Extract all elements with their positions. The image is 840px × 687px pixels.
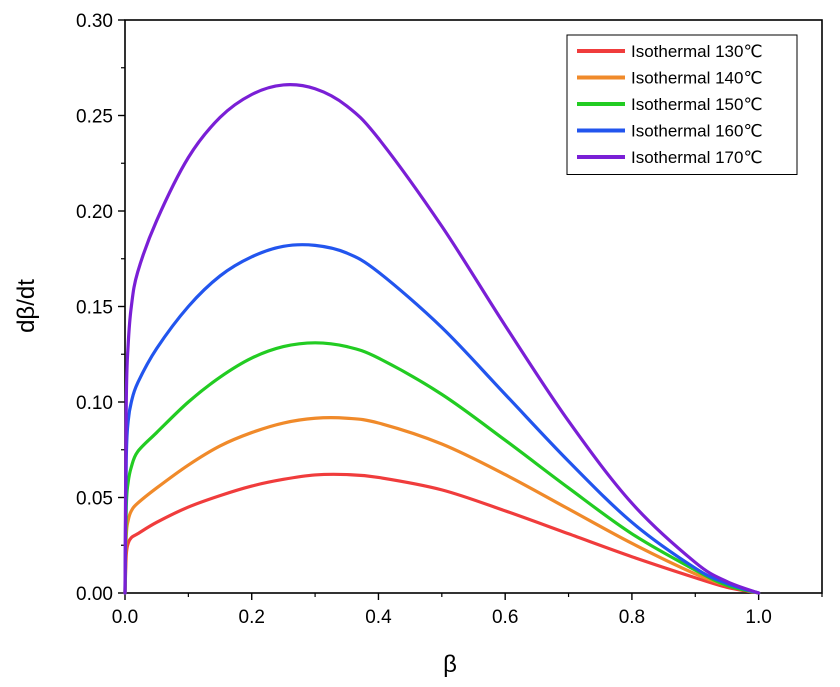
y-tick-label: 0.25: [76, 107, 113, 128]
y-axis-label: dβ/dt: [13, 279, 40, 333]
series-lines: [123, 83, 761, 595]
y-tick-label: 0.30: [76, 11, 113, 32]
x-tick-label: 0.6: [492, 607, 518, 628]
legend-label: Isothermal 150℃: [631, 95, 763, 114]
y-tick-label: 0.15: [76, 298, 113, 319]
series-line-5: [123, 83, 761, 595]
y-tick-label: 0.10: [76, 393, 113, 414]
legend-label: Isothermal 160℃: [631, 122, 763, 141]
x-tick-label: 1.0: [745, 607, 771, 628]
x-axis-ticks: 0.0 0.2 0.4 0.6 0.8 1.0: [112, 593, 823, 628]
legend-label: Isothermal 130℃: [631, 42, 763, 61]
series-line-1: [123, 472, 761, 595]
legend-label: Isothermal 140℃: [631, 69, 763, 88]
x-axis-label: β: [443, 651, 457, 678]
legend-label: Isothermal 170℃: [631, 148, 763, 167]
series-line-2: [123, 416, 761, 595]
x-tick-label: 0.2: [239, 607, 265, 628]
series-line-3: [123, 341, 761, 595]
y-tick-label: 0.20: [76, 202, 113, 223]
x-tick-label: 0.0: [112, 607, 138, 628]
y-axis-ticks: 0.00 0.05 0.10 0.15 0.20 0.25 0.30: [76, 11, 125, 605]
x-tick-label: 0.8: [619, 607, 645, 628]
x-tick-label: 0.4: [365, 607, 392, 628]
y-tick-label: 0.00: [76, 584, 113, 605]
legend: Isothermal 130℃ Isothermal 140℃ Isothermal…: [566, 34, 798, 175]
series-line-4: [123, 243, 761, 595]
y-tick-label: 0.05: [76, 489, 113, 510]
